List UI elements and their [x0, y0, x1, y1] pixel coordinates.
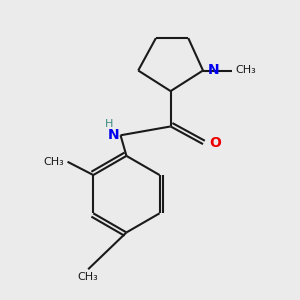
Text: CH₃: CH₃ [44, 157, 64, 167]
Text: CH₃: CH₃ [236, 65, 256, 76]
Text: N: N [207, 64, 219, 77]
Text: CH₃: CH₃ [78, 272, 98, 282]
Text: O: O [209, 136, 221, 150]
Text: N: N [107, 128, 119, 142]
Text: H: H [105, 119, 113, 129]
